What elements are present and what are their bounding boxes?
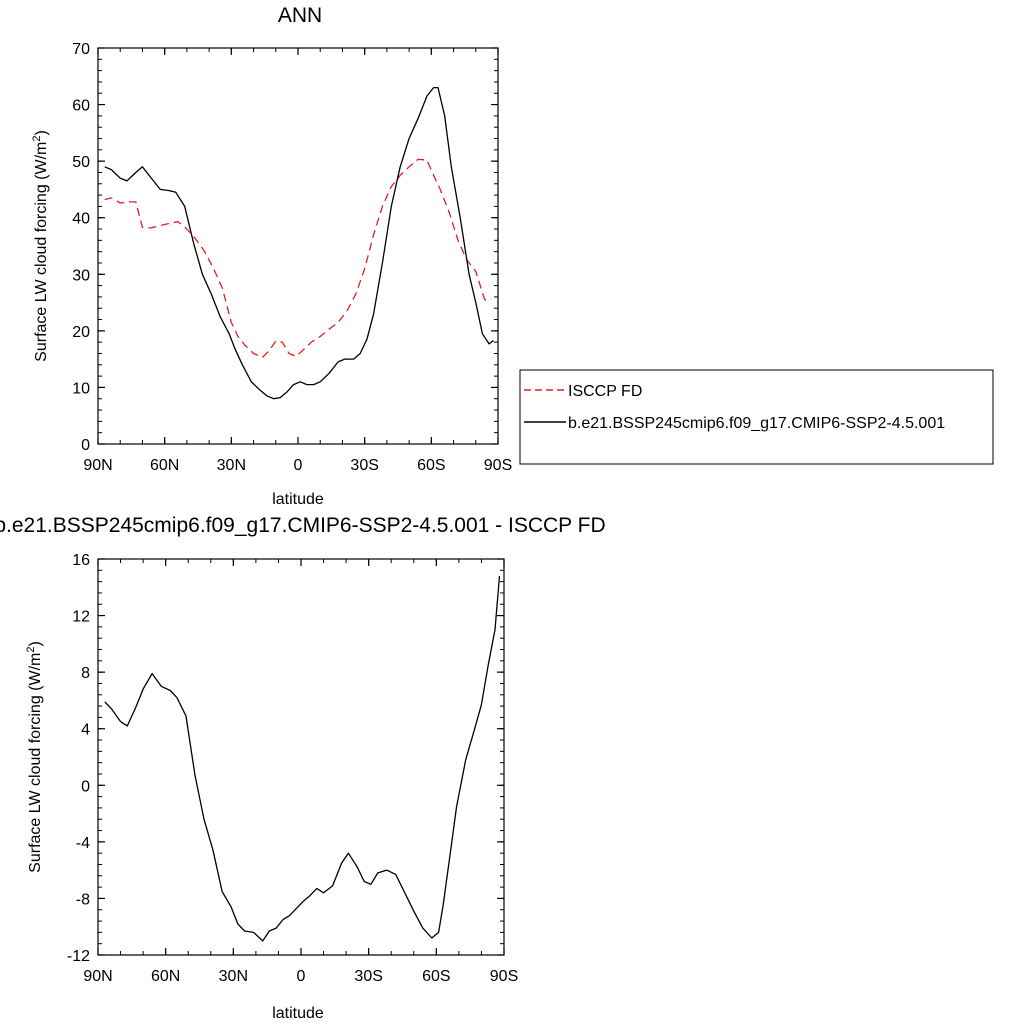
- bottom-x-tick-label: 90N: [83, 968, 112, 985]
- bottom-x-axis-label: latitude: [272, 1005, 324, 1022]
- bottom-y-tick-label: 16: [72, 552, 90, 569]
- bottom-x-tick-label: 0: [297, 968, 306, 985]
- top-series-line-1: [104, 86, 494, 400]
- bottom-chart-title: b.e21.BSSP245cmip6.f09_g17.CMIP6-SSP2-4.…: [0, 514, 606, 537]
- bottom-y-axis-label: Surface LW cloud forcing (W/m2): [25, 641, 44, 873]
- legend-label-isccp: ISCCP FD: [568, 383, 642, 400]
- bottom-y-tick-label: -12: [67, 948, 90, 965]
- bottom-x-tick-label: 30N: [219, 968, 248, 985]
- top-y-tick-label: 60: [72, 98, 90, 115]
- top-y-tick-label: 40: [72, 211, 90, 228]
- top-x-tick-label: 30S: [350, 457, 378, 474]
- top-y-tick-label: 50: [72, 154, 90, 171]
- top-x-tick-label: 60N: [150, 457, 179, 474]
- top-x-axis-label: latitude: [272, 491, 324, 508]
- bottom-x-tick-label: 60N: [151, 968, 180, 985]
- legend: ISCCP FD b.e21.BSSP245cmip6.f09_g17.CMIP…: [519, 369, 994, 465]
- top-chart-title: ANN: [278, 4, 322, 27]
- top-y-tick-label: 70: [72, 41, 90, 58]
- top-x-tick-label: 90S: [484, 457, 512, 474]
- top-x-tick-label: 0: [294, 457, 303, 474]
- bottom-plot-frame: [97, 558, 505, 956]
- bottom-x-tick-label: 60S: [422, 968, 450, 985]
- bottom-y-tick-label: 8: [81, 665, 90, 682]
- top-y-tick-label: 10: [72, 380, 90, 397]
- top-x-tick-label: 90N: [83, 457, 112, 474]
- top-x-tick-label: 60S: [417, 457, 445, 474]
- top-y-axis-label: Surface LW cloud forcing (W/m2): [31, 130, 50, 362]
- bottom-x-tick-label: 90S: [490, 968, 518, 985]
- top-plot-frame: [97, 47, 499, 445]
- bottom-y-tick-label: -8: [76, 891, 90, 908]
- top-y-tick-label: 30: [72, 267, 90, 284]
- legend-label-model: b.e21.BSSP245cmip6.f09_g17.CMIP6-SSP2-4.…: [568, 415, 945, 432]
- top-series-line-0: [104, 158, 492, 359]
- bottom-series-line-0: [104, 575, 501, 942]
- legend-entry-isccp: ISCCP FD: [524, 383, 642, 400]
- bottom-y-tick-label: -4: [76, 835, 90, 852]
- bottom-x-tick-label: 30S: [354, 968, 382, 985]
- top-x-tick-label: 30N: [217, 457, 246, 474]
- bottom-y-tick-label: 12: [72, 609, 90, 626]
- top-y-tick-label: 20: [72, 324, 90, 341]
- bottom-y-tick-label: 4: [81, 722, 90, 739]
- chart-panel-bottom: b.e21.BSSP245cmip6.f09_g17.CMIP6-SSP2-4.…: [0, 514, 606, 1022]
- legend-box: [519, 369, 994, 465]
- top-y-tick-label: 0: [81, 437, 90, 454]
- legend-entry-model: b.e21.BSSP245cmip6.f09_g17.CMIP6-SSP2-4.…: [524, 415, 945, 432]
- bottom-y-tick-label: 0: [81, 778, 90, 795]
